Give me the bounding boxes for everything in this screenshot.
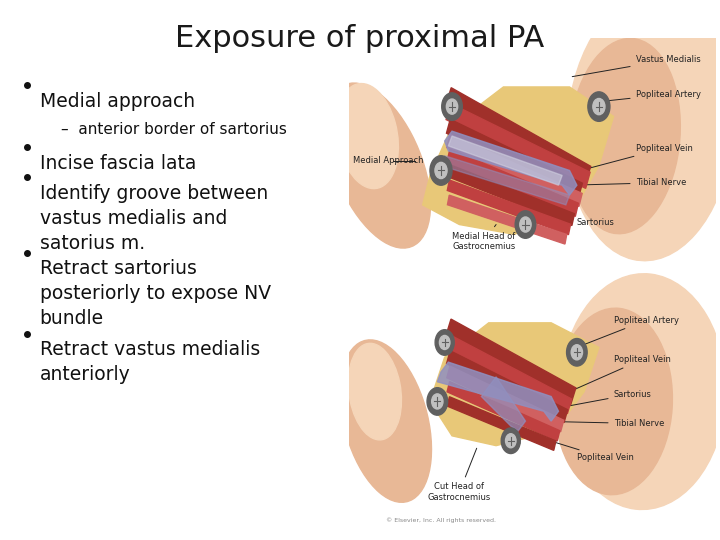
Circle shape [442,93,462,120]
Polygon shape [423,87,613,234]
Circle shape [446,99,458,114]
Polygon shape [437,362,559,421]
Circle shape [435,330,454,355]
Text: © Elsevier, Inc. All rights reserved.: © Elsevier, Inc. All rights reserved. [386,517,496,523]
Polygon shape [447,165,575,226]
Circle shape [593,98,605,114]
Text: Popliteal Vein: Popliteal Vein [521,432,634,462]
Circle shape [520,217,531,232]
Text: Sartorius: Sartorius [543,218,615,227]
Polygon shape [446,134,582,206]
Text: Popliteal Artery: Popliteal Artery [602,90,701,102]
Polygon shape [482,377,526,431]
Ellipse shape [337,84,398,188]
Polygon shape [446,335,572,414]
Circle shape [516,211,536,238]
Text: Popliteal Vein: Popliteal Vein [561,355,670,395]
Circle shape [430,156,452,185]
Circle shape [439,335,450,349]
Text: Cut Head of
Gastrocnemius: Cut Head of Gastrocnemius [428,448,491,502]
Circle shape [505,434,516,448]
Polygon shape [446,87,590,185]
Polygon shape [447,149,578,217]
Polygon shape [446,351,567,423]
Ellipse shape [348,343,402,440]
Polygon shape [447,382,559,441]
Text: Identify groove between
vastus medialis and
satorius m.: Identify groove between vastus medialis … [40,184,268,253]
Ellipse shape [341,340,431,502]
Circle shape [567,339,587,366]
Text: Sartorius: Sartorius [543,389,652,411]
Polygon shape [447,397,556,450]
Ellipse shape [554,308,672,495]
Polygon shape [446,319,576,405]
Circle shape [435,163,447,179]
Circle shape [427,388,448,415]
Ellipse shape [327,83,431,248]
Polygon shape [446,119,582,197]
Polygon shape [447,180,570,235]
Text: Incise fascia lata: Incise fascia lata [40,154,196,173]
Circle shape [571,345,582,360]
Polygon shape [447,366,564,432]
Circle shape [588,92,610,122]
Text: Retract vastus medialis
anteriorly: Retract vastus medialis anteriorly [40,340,260,384]
Circle shape [432,394,443,409]
Polygon shape [446,104,590,188]
Ellipse shape [567,0,720,261]
Circle shape [501,428,521,454]
Text: Retract sartorius
posteriorly to expose NV
bundle: Retract sartorius posteriorly to expose … [40,259,271,328]
Text: Tibial Nerve: Tibial Nerve [536,419,664,428]
Text: Medial approach: Medial approach [40,92,194,111]
Text: –  anterior border of sartorius: – anterior border of sartorius [61,122,287,137]
Text: Vastus Medialis: Vastus Medialis [572,56,701,77]
Polygon shape [430,323,599,445]
Polygon shape [447,195,567,244]
Text: Tibial Nerve: Tibial Nerve [572,178,686,187]
Ellipse shape [569,38,680,234]
Text: Popliteal Vein: Popliteal Vein [583,144,693,170]
Ellipse shape [560,274,720,509]
Text: Exposure of proximal PA: Exposure of proximal PA [176,24,544,53]
Polygon shape [449,136,562,185]
Polygon shape [441,156,570,205]
Polygon shape [445,131,577,195]
Text: Medial Approach: Medial Approach [353,156,423,165]
Text: Popliteal Artery: Popliteal Artery [580,316,678,346]
Text: Medial Head of
Gastrocnemius: Medial Head of Gastrocnemius [452,225,516,251]
